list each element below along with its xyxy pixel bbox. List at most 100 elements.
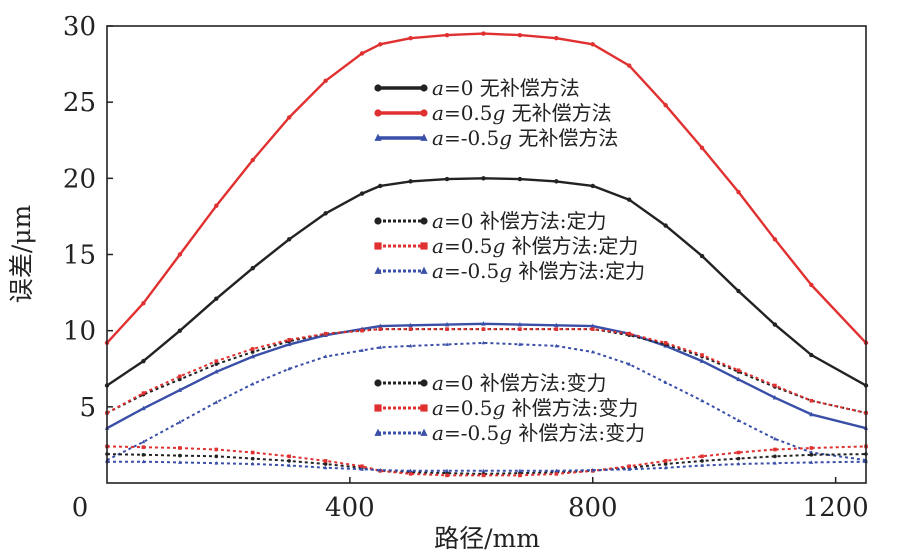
data-point-s6-17 bbox=[700, 398, 704, 403]
legend-label-s5: a=0.5g 补偿方法:定力 bbox=[432, 234, 638, 258]
data-point-s4-3 bbox=[214, 362, 219, 366]
data-point-s8-7 bbox=[360, 464, 364, 469]
legend-label-s1: a=0 无补偿方法 bbox=[432, 76, 580, 100]
legend-marker-end-s5 bbox=[420, 242, 428, 250]
legend-method-s5: 补偿方法:定力 bbox=[505, 234, 638, 258]
data-point-s7-4 bbox=[250, 456, 255, 461]
data-point-s3-9 bbox=[408, 322, 413, 328]
data-point-s7-1 bbox=[141, 453, 146, 457]
data-point-s3-13 bbox=[554, 322, 559, 328]
data-point-s6-15 bbox=[627, 362, 631, 366]
series-line-s7 bbox=[106, 453, 867, 475]
data-point-s3-4 bbox=[250, 353, 255, 359]
legend-unit-s5: g bbox=[493, 234, 506, 258]
data-point-s5-5 bbox=[287, 338, 291, 342]
legend-marker-start-s9 bbox=[374, 428, 382, 436]
data-point-s7-20 bbox=[809, 453, 814, 457]
legend-text-s9: =-0.5 bbox=[444, 421, 499, 445]
legend-var-s6: a bbox=[432, 259, 444, 283]
data-point-s5-18 bbox=[736, 368, 741, 373]
legend-var-s3: a bbox=[432, 126, 444, 150]
data-point-s3-1 bbox=[141, 405, 146, 411]
series-line-s1 bbox=[106, 177, 867, 387]
series-layer bbox=[104, 31, 869, 478]
data-point-s8-12 bbox=[518, 473, 522, 478]
data-point-s3-5 bbox=[286, 341, 292, 347]
data-point-s4-4 bbox=[250, 350, 255, 354]
data-point-s6-18 bbox=[736, 418, 741, 422]
data-point-s8-1 bbox=[141, 445, 146, 450]
legend-unit-s6: g bbox=[499, 259, 512, 283]
data-point-s9-16 bbox=[663, 465, 668, 470]
x-tick-label-2: 800 bbox=[568, 493, 618, 523]
data-point-s2-13 bbox=[554, 35, 559, 41]
data-point-s1-7 bbox=[359, 191, 365, 196]
data-point-s5-15 bbox=[627, 331, 631, 336]
legend-marker-end-s9 bbox=[420, 428, 428, 436]
data-point-s1-10 bbox=[444, 176, 450, 182]
series-s9 bbox=[105, 459, 868, 473]
data-point-s6-2 bbox=[178, 419, 182, 424]
data-point-s9-12 bbox=[518, 468, 522, 473]
data-point-s7-17 bbox=[700, 459, 704, 463]
legend-unit-s2: g bbox=[493, 101, 506, 125]
legend-label-s3: a=-0.5g 无补偿方法 bbox=[432, 126, 618, 150]
data-point-s2-19 bbox=[772, 237, 778, 242]
legend-unit-s8: g bbox=[493, 396, 506, 420]
y-tick-label-0: 5 bbox=[79, 393, 96, 423]
legend-marker-end-s3 bbox=[420, 133, 428, 141]
data-point-s8-5 bbox=[287, 454, 291, 459]
legend-var-s4: a bbox=[432, 209, 444, 233]
data-point-s5-20 bbox=[809, 398, 814, 403]
data-point-s7-5 bbox=[287, 459, 291, 463]
data-point-s5-16 bbox=[663, 341, 668, 345]
legend-label-s9: a=-0.5g 补偿方法:变力 bbox=[432, 421, 645, 445]
data-point-s9-18 bbox=[736, 461, 741, 466]
data-point-s9-5 bbox=[287, 463, 291, 467]
data-point-s8-17 bbox=[700, 454, 704, 459]
data-point-s5-14 bbox=[590, 327, 595, 331]
data-point-s5-8 bbox=[378, 327, 383, 331]
data-point-s3-12 bbox=[517, 321, 523, 327]
y-tick-label-3: 20 bbox=[63, 164, 96, 194]
legend-text-s7: =0 补偿方法:变力 bbox=[444, 371, 607, 395]
legend-unit-s9: g bbox=[499, 421, 512, 445]
legend-marker-start-s7 bbox=[374, 379, 382, 387]
data-point-s3-14 bbox=[590, 323, 595, 328]
data-point-s5-1 bbox=[141, 391, 146, 395]
data-point-s2-2 bbox=[177, 252, 183, 257]
data-point-s3-20 bbox=[809, 411, 814, 417]
data-point-s1-14 bbox=[590, 183, 595, 189]
data-point-s5-11 bbox=[481, 327, 486, 331]
legend-marker-end-s8 bbox=[420, 404, 428, 412]
y-tick-label-1: 10 bbox=[63, 317, 96, 347]
data-point-s6-7 bbox=[360, 348, 364, 352]
data-point-s6-16 bbox=[663, 380, 668, 384]
data-point-s9-3 bbox=[214, 461, 219, 465]
data-point-s9-17 bbox=[700, 463, 704, 467]
data-point-s2-1 bbox=[141, 301, 146, 306]
legend-unit-s3: g bbox=[499, 126, 512, 150]
data-point-s1-18 bbox=[736, 288, 741, 294]
data-point-s1-19 bbox=[772, 322, 778, 327]
data-point-s1-15 bbox=[626, 197, 632, 202]
data-point-s1-20 bbox=[809, 352, 814, 358]
series-s7 bbox=[105, 452, 868, 476]
legend-label-s7: a=0 补偿方法:变力 bbox=[432, 371, 607, 395]
data-point-s6-12 bbox=[518, 342, 522, 346]
axes-layer: 0 400 800 1200 5 10 15 20 25 30 路径/mm 误差/μm bbox=[7, 12, 869, 553]
data-point-s5-6 bbox=[323, 331, 328, 336]
legend-label-s2: a=0.5g 无补偿方法 bbox=[432, 101, 612, 125]
data-point-s1-16 bbox=[663, 223, 668, 228]
legend-var-s5: a bbox=[432, 234, 444, 258]
data-point-s5-10 bbox=[445, 327, 449, 331]
data-point-s2-6 bbox=[323, 78, 328, 84]
data-point-s3-3 bbox=[214, 369, 219, 374]
data-point-s7-18 bbox=[736, 456, 741, 461]
legend-marker-start-s5 bbox=[374, 242, 382, 250]
data-point-s5-4 bbox=[250, 347, 255, 351]
legend-label-s8: a=0.5g 补偿方法:变力 bbox=[432, 396, 638, 420]
data-point-s9-7 bbox=[360, 467, 364, 471]
